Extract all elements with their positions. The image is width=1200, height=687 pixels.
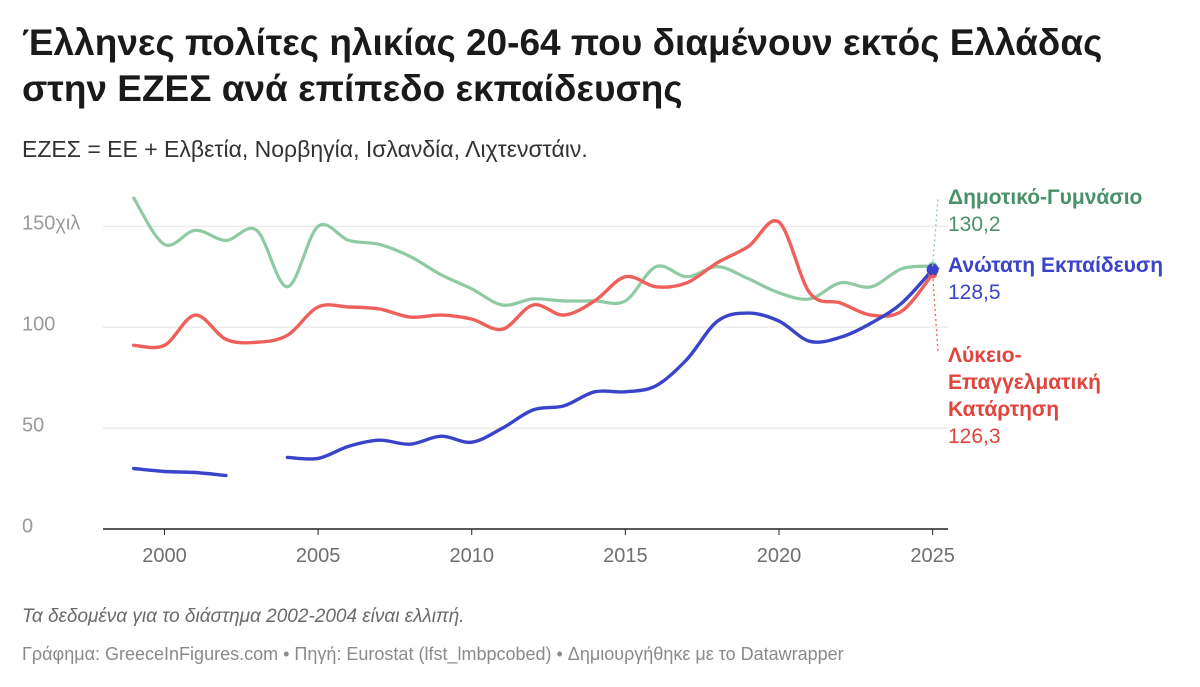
label-connector <box>931 197 939 267</box>
y-tick-label: 150χιλ <box>22 213 80 235</box>
line-chart: 0 50 100 150χιλ 2000 2005 2010 2015 2020 2025 Δη… <box>22 186 1163 567</box>
x-tick-label: 2000 <box>142 545 187 567</box>
series-end-value-label: 130,2 <box>948 213 1001 236</box>
series-end-value-label: 128,5 <box>948 281 1001 304</box>
series-line-tertiary <box>285 268 935 461</box>
y-tick-label: 0 <box>22 515 33 537</box>
grid-lines <box>103 225 948 530</box>
chart-byline: Γράφημα: GreeceInFigures.com • Πηγή: Eur… <box>22 644 844 664</box>
chart-title: Έλληνες πολίτες ηλικίας 20-64 που διαμέν… <box>22 22 1103 109</box>
x-tick-label: 2005 <box>296 545 341 567</box>
x-axis-ticks: 2000 2005 2010 2015 2020 2025 <box>142 529 955 567</box>
series-label: Κατάρτηση <box>948 398 1059 421</box>
label-connector <box>931 274 939 353</box>
y-tick-label: 100 <box>22 313 55 335</box>
chart-notes: Τα δεδομένα για το διάστημα 2002-2004 εί… <box>22 606 465 627</box>
label-connector <box>932 267 941 271</box>
series-label: Δημοτικό-Γυμνάσιο <box>948 186 1142 209</box>
series-lines <box>132 196 939 478</box>
x-tick-label: 2025 <box>910 545 955 567</box>
series-labels: Δημοτικό-Γυμνάσιο 130,2 Ανώτατη Εκπαίδευση… <box>931 186 1163 448</box>
x-tick-label: 2010 <box>449 545 494 567</box>
series-line-primary-lower-secondary <box>132 196 935 307</box>
y-axis-ticks: 0 50 100 150χιλ <box>22 213 80 538</box>
series-label: Ανώτατη Εκπαίδευση <box>948 254 1163 277</box>
series-label: Λύκειο- <box>948 344 1022 367</box>
series-end-value-label: 126,3 <box>948 425 1001 448</box>
x-tick-label: 2020 <box>757 545 802 567</box>
x-tick-label: 2015 <box>603 545 648 567</box>
series-label: Επαγγελματική <box>948 371 1101 394</box>
series-line-upper-secondary-vocational <box>132 219 935 350</box>
chart-subtitle: ΕΖΕΣ = ΕΕ + Ελβετία, Νορβηγία, Ισλανδία,… <box>22 136 588 162</box>
y-tick-label: 50 <box>22 414 44 436</box>
series-line-tertiary <box>132 466 228 478</box>
